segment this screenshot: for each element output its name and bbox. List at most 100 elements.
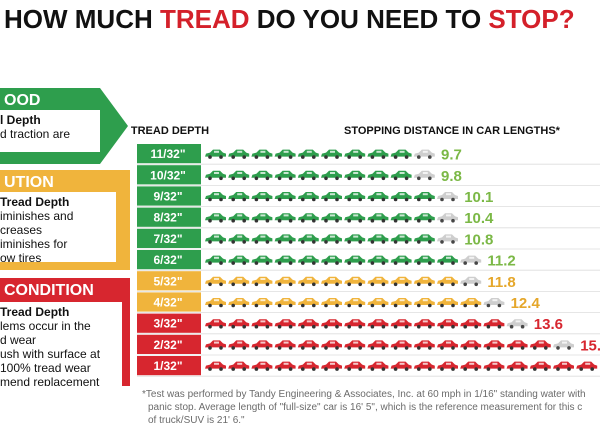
tread-depth-cell: [137, 186, 201, 206]
car-icon: [413, 361, 435, 371]
car-icon: [506, 340, 528, 350]
car-icon: [437, 213, 458, 223]
tread-depth-label: 11/32": [150, 147, 185, 161]
car-icon: [483, 340, 505, 350]
legend-caution-line-2: creases: [0, 223, 43, 237]
car-icon: [297, 170, 319, 181]
car-icon: [321, 170, 342, 181]
car-icon: [274, 213, 296, 223]
legend-caution-line-4: ow tires: [0, 251, 42, 262]
car-icon: [413, 192, 435, 202]
car-icon: [228, 255, 250, 265]
stopping-distance-value: 10.4: [464, 210, 494, 227]
car-icon: [274, 319, 296, 329]
x-axis-label: STOPPING DISTANCE IN CAR LENGTHS*: [344, 125, 561, 137]
car-icon: [344, 361, 366, 371]
car-icon: [437, 340, 458, 350]
car-icon: [251, 276, 273, 287]
car-icon: [483, 298, 505, 308]
car-icon: [297, 319, 319, 329]
car-icon: [228, 234, 250, 244]
tread-depth-cell: [137, 334, 201, 354]
car-icon: [344, 319, 366, 329]
car-icon: [297, 213, 319, 223]
car-icon: [390, 276, 412, 287]
car-icon: [367, 149, 389, 159]
legend-bad-line-3: ush with surface at: [0, 347, 101, 361]
chart-row: 10/32" 9.8: [137, 165, 600, 186]
car-icon: [529, 340, 551, 350]
car-icon: [251, 340, 273, 350]
car-icon: [274, 192, 296, 202]
chart-row: 9/32" 10.1: [137, 186, 600, 208]
footnote: *Test was performed by Tandy Engineering…: [142, 388, 600, 427]
car-icon: [321, 255, 342, 265]
stopping-distance-value: 10.1: [464, 189, 493, 206]
title-highlight-tread: TREAD: [159, 4, 250, 34]
car-icon: [274, 255, 296, 265]
chart-row: 1/32": [137, 356, 600, 377]
chart-row: 4/32" 12.4: [137, 292, 600, 314]
car-icon: [297, 234, 319, 244]
car-icon: [437, 298, 458, 308]
car-icon: [344, 192, 366, 202]
tread-depth-label: 9/32": [153, 190, 182, 204]
car-icon: [205, 213, 226, 223]
footnote-line-1: *Test was performed by Tandy Engineering…: [142, 389, 586, 400]
car-icon: [297, 298, 319, 308]
car-icon: [274, 234, 296, 244]
car-icon: [460, 319, 482, 329]
car-icon: [437, 361, 458, 371]
car-icon: [251, 149, 273, 159]
car-icon: [483, 319, 505, 329]
footnote-line-2: panic stop. Average length of "full-size…: [148, 402, 583, 413]
tread-depth-label: 7/32": [153, 232, 182, 246]
car-icon: [297, 361, 319, 371]
chart-row: 7/32" 10.8: [137, 228, 600, 250]
car-icon: [460, 276, 482, 287]
chart-row: 2/32" 15.: [137, 334, 600, 356]
chart-row: 11/32" 9.7: [137, 144, 600, 165]
car-icon: [529, 361, 551, 371]
car-icon: [344, 170, 366, 181]
legend-bad-line-1: lems occur in the: [0, 319, 91, 333]
car-icon: [390, 213, 412, 223]
car-icon: [297, 192, 319, 202]
car-icon: [367, 192, 389, 202]
tread-depth-cell: [137, 165, 201, 185]
stopping-distance-value: 13.6: [534, 316, 563, 333]
tread-depth-cell: [137, 250, 201, 270]
car-icon: [251, 298, 273, 308]
legend-good-title: OOD: [4, 92, 41, 109]
stopping-distance-value: 11.2: [487, 253, 515, 270]
stopping-distance-value: 9.8: [441, 168, 462, 185]
car-icon: [274, 170, 296, 181]
car-icon: [390, 319, 412, 329]
car-icon: [413, 234, 435, 244]
car-icon: [437, 255, 458, 265]
car-icon: [321, 234, 342, 244]
car-icon: [367, 234, 389, 244]
car-icon: [344, 234, 366, 244]
car-icon: [251, 170, 273, 181]
car-icon: [367, 255, 389, 265]
car-icon: [251, 192, 273, 202]
car-icon: [390, 170, 412, 181]
tread-depth-cell: [137, 228, 201, 248]
legend-good-heading: l Depth: [0, 113, 41, 127]
legend-caution-heading: Tread Depth: [0, 195, 70, 209]
car-icon: [274, 298, 296, 308]
tread-depth-label: 2/32": [153, 338, 182, 352]
tread-depth-cell: [137, 356, 201, 376]
car-icon: [205, 361, 226, 371]
car-icon: [228, 149, 250, 159]
car-icon: [297, 340, 319, 350]
car-icon: [390, 298, 412, 308]
car-icon: [297, 276, 319, 287]
car-icon: [251, 234, 273, 244]
car-icon: [321, 213, 342, 223]
car-icon: [228, 319, 250, 329]
legend-bad-line-2: d wear: [0, 333, 37, 347]
car-icon: [228, 276, 250, 287]
car-icon: [553, 361, 574, 371]
